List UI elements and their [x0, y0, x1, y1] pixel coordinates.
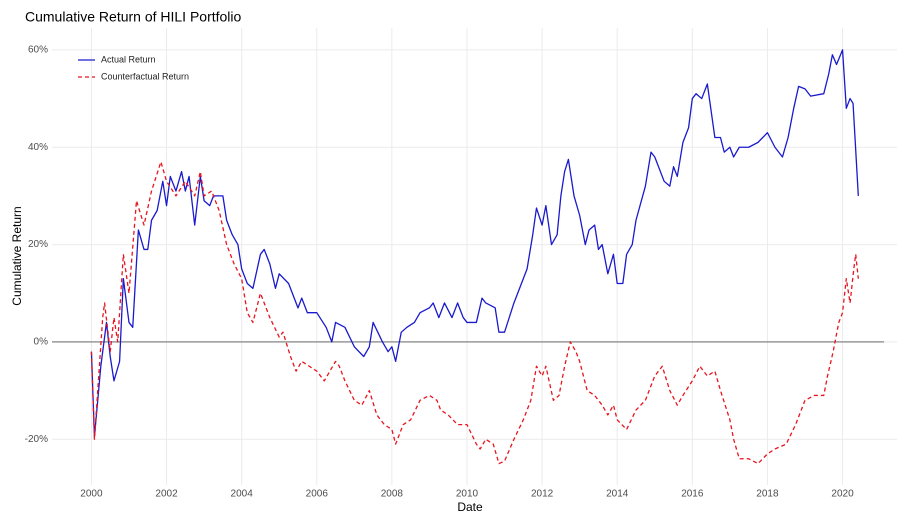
y-tick-label: -20% [25, 434, 48, 445]
y-tick-label: 20% [28, 239, 48, 250]
x-tick-label: 2010 [456, 489, 479, 500]
chart-title: Cumulative Return of HILI Portfolio [25, 9, 242, 25]
x-tick-label: 2018 [756, 489, 779, 500]
legend-label: Counterfactual Return [101, 71, 189, 81]
x-tick-label: 2016 [681, 489, 704, 500]
x-tick-label: 2020 [831, 489, 854, 500]
y-tick-label: 40% [28, 142, 48, 153]
x-tick-label: 2012 [531, 489, 554, 500]
x-tick-label: 2006 [306, 489, 329, 500]
series-line [90, 161, 859, 465]
x-tick-label: 2002 [155, 489, 178, 500]
y-tick-label: 60% [28, 45, 48, 56]
grid [52, 28, 897, 485]
series-line [90, 49, 859, 438]
y-tick-label: 0% [34, 337, 49, 348]
legend-label: Actual Return [101, 54, 156, 64]
x-tick-label: 2014 [606, 489, 629, 500]
x-tick-label: 2004 [231, 489, 254, 500]
x-axis-title: Date [457, 500, 483, 514]
y-axis-title: Cumulative Return [10, 206, 24, 305]
x-tick-label: 2000 [80, 489, 103, 500]
x-tick-label: 2008 [381, 489, 404, 500]
